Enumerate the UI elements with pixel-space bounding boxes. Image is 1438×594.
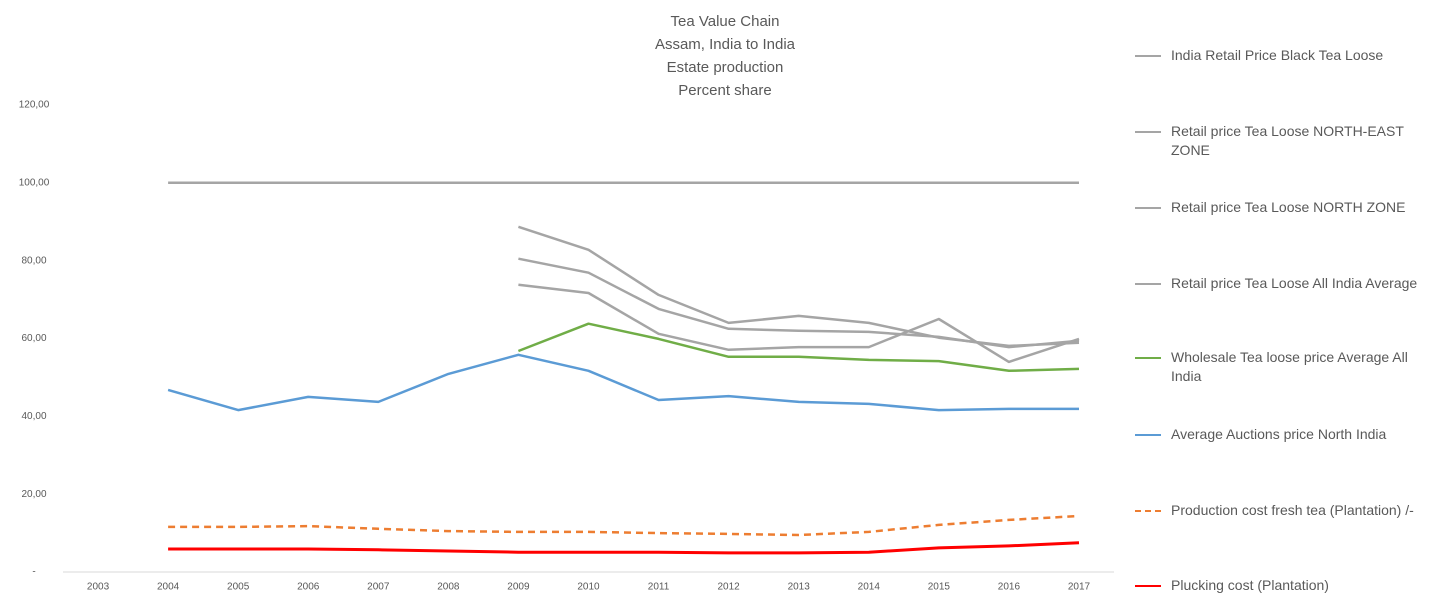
legend-swatch — [1135, 510, 1161, 512]
legend-label: Production cost fresh tea (Plantation) /… — [1171, 502, 1414, 518]
legend-entry: Wholesale Tea loose price Average All In… — [1135, 348, 1430, 386]
chart-title: Estate production — [667, 59, 784, 76]
x-tick-label: 2009 — [507, 582, 530, 593]
x-tick-label: 2011 — [648, 582, 670, 593]
x-tick-label: 2013 — [788, 582, 811, 593]
x-tick-label: 2014 — [858, 582, 881, 593]
series-line — [168, 541, 1080, 555]
chart-title: Tea Value Chain — [671, 13, 780, 30]
legend-swatch — [1135, 434, 1161, 436]
legend-entry: Plucking cost (Plantation) — [1135, 576, 1430, 594]
series-line — [168, 514, 1080, 537]
x-tick-label: 2006 — [297, 582, 320, 593]
y-tick-label: 80,00 — [21, 255, 46, 266]
legend-swatch — [1135, 585, 1161, 587]
legend-label: Wholesale Tea loose price Average All In… — [1171, 349, 1408, 384]
x-tick-label: 2010 — [577, 582, 600, 593]
series-line — [517, 322, 1080, 373]
series-line — [518, 225, 1080, 348]
x-tick-label: 2004 — [157, 582, 180, 593]
x-tick-label: 2003 — [87, 582, 110, 593]
series-line — [518, 283, 1080, 364]
legend-entry: Retail price Tea Loose NORTH ZONE — [1135, 198, 1430, 217]
x-tick-label: 2015 — [928, 582, 951, 593]
x-tick-label: 2007 — [367, 582, 390, 593]
legend-entry: Retail price Tea Loose NORTH-EAST ZONE — [1135, 122, 1430, 160]
legend-entry: India Retail Price Black Tea Loose — [1135, 46, 1430, 65]
y-tick-label: - — [32, 567, 35, 578]
y-tick-label: 120,00 — [19, 100, 50, 111]
series-line — [167, 353, 1079, 412]
legend-entry: Production cost fresh tea (Plantation) /… — [1135, 501, 1430, 520]
y-tick-label: 60,00 — [21, 333, 46, 344]
legend-swatch — [1135, 131, 1161, 133]
legend-label: Plucking cost (Plantation) — [1171, 577, 1329, 593]
legend-label: Retail price Tea Loose All India Average — [1171, 275, 1418, 291]
x-tick-label: 2008 — [437, 582, 460, 593]
legend-label: Average Auctions price North India — [1171, 426, 1387, 442]
legend-swatch — [1135, 55, 1161, 57]
x-tick-label: 2012 — [718, 582, 741, 593]
legend-swatch — [1135, 283, 1161, 285]
chart-title: Percent share — [678, 82, 771, 99]
legend-entry: Average Auctions price North India — [1135, 425, 1430, 444]
x-tick-label: 2005 — [227, 582, 250, 593]
legend-entry: Retail price Tea Loose All India Average — [1135, 274, 1430, 293]
legend-label: Retail price Tea Loose NORTH-EAST ZONE — [1171, 123, 1404, 158]
x-tick-label: 2017 — [1068, 582, 1091, 593]
x-tick-label: 2016 — [998, 582, 1021, 593]
y-tick-label: 20,00 — [21, 489, 46, 500]
legend-label: Retail price Tea Loose NORTH ZONE — [1171, 199, 1406, 215]
series-line — [518, 257, 1080, 349]
y-tick-label: 40,00 — [21, 411, 46, 422]
y-tick-label: 100,00 — [19, 177, 50, 188]
legend-swatch — [1135, 207, 1161, 209]
chart-title: Assam, India to India — [655, 36, 796, 53]
legend-swatch — [1135, 357, 1161, 359]
legend-label: India Retail Price Black Tea Loose — [1171, 47, 1384, 63]
